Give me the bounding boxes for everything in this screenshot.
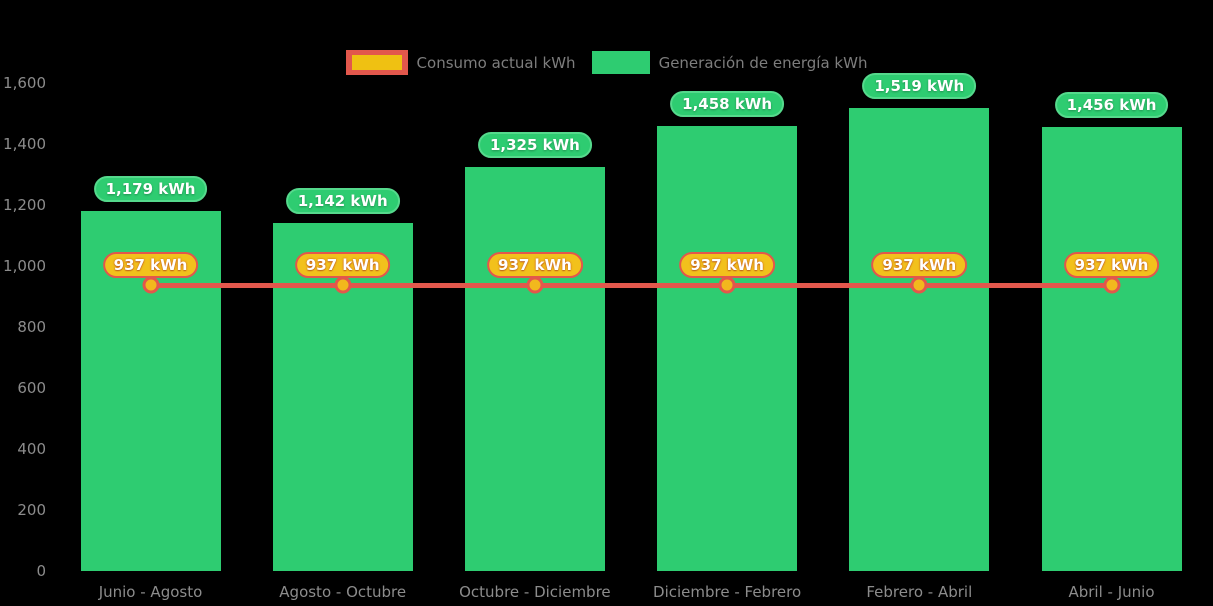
legend-item-label: Generación de energía kWh xyxy=(658,53,868,72)
y-axis-tick-label: 1,000 xyxy=(3,257,46,275)
y-axis-tick-label: 1,600 xyxy=(3,74,46,92)
y-axis-tick-label: 0 xyxy=(36,562,46,580)
y-axis-tick-label: 600 xyxy=(17,379,46,397)
y-axis-tick-label: 1,200 xyxy=(3,196,46,214)
line-point-marker xyxy=(718,276,736,294)
legend-swatch-consumo-icon xyxy=(345,50,408,75)
x-axis-label: Agosto - Octubre xyxy=(279,583,407,601)
bar-value-badge: 1,458 kWh xyxy=(670,91,785,118)
bar-generacion-energia xyxy=(849,107,990,571)
bar-value-badge: 1,456 kWh xyxy=(1054,91,1169,118)
line-point-marker xyxy=(142,276,159,294)
legend-item-consumo[interactable]: Consumo actual kWh xyxy=(345,50,576,75)
line-value-badge: 937 kWh xyxy=(294,252,391,279)
y-axis-tick-label: 1,400 xyxy=(3,135,46,153)
x-axis-label: Diciembre - Febrero xyxy=(653,583,802,601)
line-value-badge: 937 kWh xyxy=(102,252,199,279)
x-axis-label: Junio - Agosto xyxy=(98,583,203,601)
line-point-marker xyxy=(1103,276,1120,294)
y-axis-tick-label: 200 xyxy=(17,501,46,519)
line-point-marker xyxy=(334,276,352,294)
chart-legend: Consumo actual kWh Generación de energía … xyxy=(0,50,1213,75)
x-axis-label: Abril - Junio xyxy=(1068,583,1155,601)
y-axis-tick-label: 400 xyxy=(17,440,46,458)
bar-value-badge: 1,519 kWh xyxy=(862,72,977,99)
bar-value-badge: 1,325 kWh xyxy=(477,131,592,158)
bar-value-badge: 1,179 kWh xyxy=(93,176,208,203)
legend-item-generacion[interactable]: Generación de energía kWh xyxy=(591,51,868,74)
bar-generacion-energia xyxy=(657,126,798,571)
line-value-badge: 937 kWh xyxy=(1063,252,1160,279)
consumo-line xyxy=(150,282,1112,288)
x-axis-label: Febrero - Abril xyxy=(866,583,973,601)
bar-generacion-energia xyxy=(1041,126,1182,571)
legend-item-label: Consumo actual kWh xyxy=(416,53,576,72)
line-value-badge: 937 kWh xyxy=(871,252,968,279)
line-value-badge: 937 kWh xyxy=(679,252,775,279)
y-axis-tick-label: 800 xyxy=(17,318,46,336)
bar-generacion-energia xyxy=(464,166,605,571)
line-value-badge: 937 kWh xyxy=(487,252,583,279)
bar-value-badge: 1,142 kWh xyxy=(285,187,400,214)
legend-swatch-generacion-icon xyxy=(591,51,650,74)
x-axis-label: Octubre - Diciembre xyxy=(459,583,611,601)
line-point-marker xyxy=(910,276,928,294)
line-point-marker xyxy=(526,276,544,294)
legend-swatch-consumo-inner-icon xyxy=(351,55,402,70)
